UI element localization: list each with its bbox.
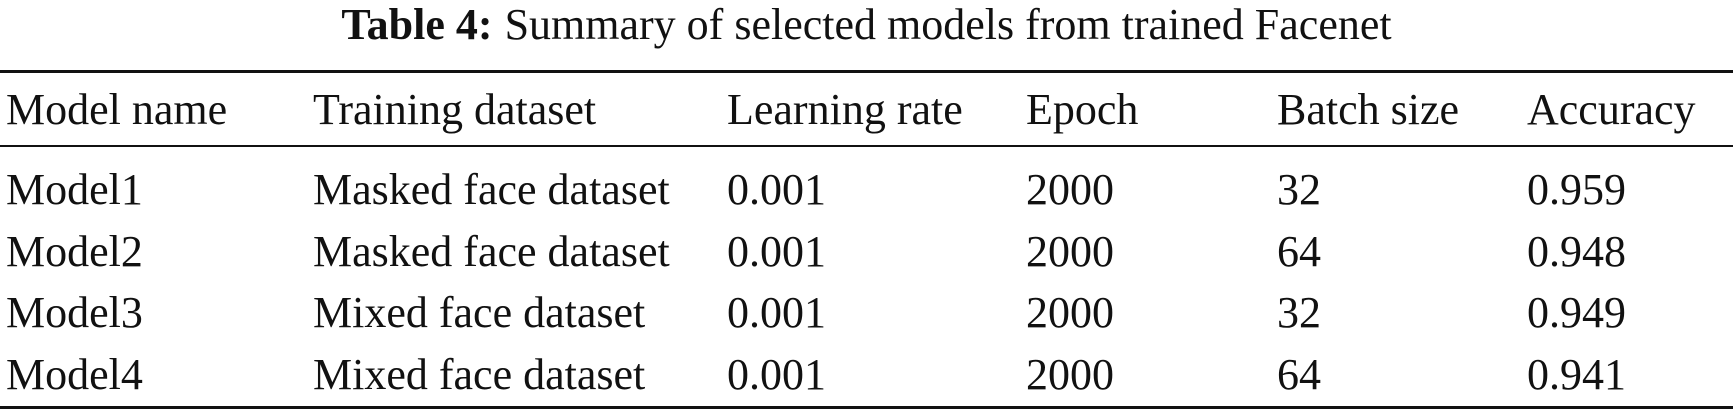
column-header: Model name [6, 85, 228, 134]
table-cell: Mixed face dataset [313, 288, 646, 337]
table-cell: 0.001 [727, 349, 826, 399]
table-cell: Model4 [6, 349, 143, 399]
caption-text: Summary of selected models from trained … [504, 0, 1392, 49]
table-cell: 0.948 [1527, 226, 1626, 276]
bottom-rule [0, 406, 1733, 409]
table-cell: 2000 [1026, 288, 1114, 337]
column-header: Epoch [1026, 85, 1139, 134]
table-cell: 0.001 [727, 288, 826, 337]
table-cell: Model1 [6, 165, 143, 214]
table-cell: 0.001 [727, 165, 826, 214]
table-cell: Masked face dataset [313, 165, 670, 214]
table-cell: Masked face dataset [313, 226, 670, 276]
table-caption: Table 4: Summary of selected models from … [0, 0, 1733, 50]
column-header: Learning rate [727, 85, 963, 134]
top-rule [0, 70, 1733, 73]
table-cell: 0.001 [727, 226, 826, 276]
table-cell: Mixed face dataset [313, 349, 646, 399]
table-cell: 0.941 [1527, 349, 1626, 399]
caption-label: Table 4: [341, 0, 493, 49]
column-header: Accuracy [1527, 85, 1696, 134]
table-cell: 64 [1277, 226, 1321, 276]
table-cell: 32 [1277, 165, 1321, 214]
table-cell: 2000 [1026, 349, 1114, 399]
table-cell: 2000 [1026, 226, 1114, 276]
table-cell: Model3 [6, 288, 143, 337]
column-header: Batch size [1277, 85, 1460, 134]
table-cell: Model2 [6, 226, 143, 276]
table-cell: 2000 [1026, 165, 1114, 214]
table-cell: 32 [1277, 288, 1321, 337]
table-cell: 0.959 [1527, 165, 1626, 214]
table-cell: 0.949 [1527, 288, 1626, 337]
table-cell: 64 [1277, 349, 1321, 399]
header-rule [0, 145, 1733, 147]
column-header: Training dataset [313, 85, 597, 134]
